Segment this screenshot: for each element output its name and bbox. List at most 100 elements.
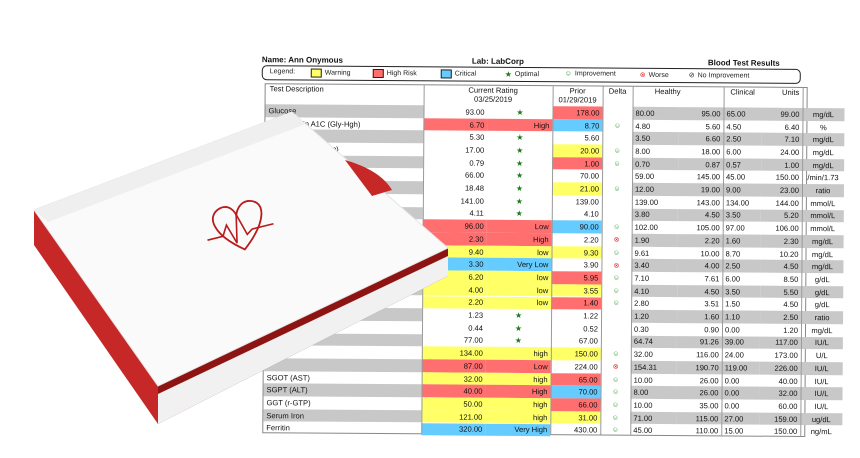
delta-icon <box>602 132 632 145</box>
delta-icon: ☺ <box>612 299 620 308</box>
healthy-low: 4.80 <box>635 121 651 131</box>
test-name <box>264 307 423 322</box>
healthy-high: 4.00 <box>677 259 723 273</box>
healthy-low: 45.00 <box>633 426 653 436</box>
healthy-low: 3.40 <box>631 259 678 273</box>
clinical-high: 60.00 <box>778 401 798 411</box>
prior-value: 150.00 <box>550 347 601 361</box>
legend-warning: Warning <box>310 68 351 78</box>
healthy-low: 10.00 <box>633 400 653 410</box>
test-name <box>265 155 424 169</box>
delta-icon <box>602 195 632 208</box>
delta-icon: ☺ <box>611 426 619 435</box>
legend-worse: ⊗ Worse <box>639 71 669 79</box>
prior-value: 139.00 <box>575 197 599 207</box>
test-name <box>264 282 423 296</box>
col-prior: Prior 01/29/2019 <box>558 86 597 105</box>
test-name: SGPT (ALT) <box>263 383 422 398</box>
test-name <box>264 180 424 195</box>
unit: U/L <box>815 351 828 361</box>
healthy-low: 80.00 <box>632 106 679 120</box>
test-name: SGOT (AST) <box>266 372 311 383</box>
test-name: Glucose <box>265 104 424 118</box>
table-row: Ferritin 320.00 Very High 430.00 ☺ 45.00 110.0… <box>263 422 832 438</box>
col-delta: Delta <box>608 86 627 96</box>
delta-icon: ☺ <box>613 223 621 231</box>
healthy-low: 139.00 <box>634 197 659 207</box>
delta-icon: ☺ <box>611 401 620 409</box>
test-name <box>264 295 422 309</box>
test-name: Serum Iron <box>263 408 422 423</box>
clinical-low: 0.00 <box>721 386 760 400</box>
healthy-low: 71.00 <box>630 411 677 425</box>
healthy-high: 4.50 <box>677 284 723 298</box>
unit: g/dL <box>801 285 844 299</box>
current-value: 96.00 <box>422 219 487 233</box>
delta-icon: ☺ <box>612 274 620 282</box>
current-rating: High <box>487 118 553 132</box>
healthy-high: 4.50 <box>677 208 723 222</box>
clinical-high: 4.50 <box>760 260 802 274</box>
healthy-high: 0.87 <box>678 157 724 171</box>
current-rating: high <box>485 347 551 361</box>
clinical-low: 39.00 <box>721 335 760 349</box>
clinical-low: 1.10 <box>722 310 761 324</box>
unit: IU/L <box>814 376 829 386</box>
healthy-high: 18.00 <box>701 147 721 157</box>
delta-icon: ☺ <box>612 376 620 384</box>
delta-icon: ☺ <box>612 350 620 358</box>
test-name <box>264 269 422 283</box>
clinical-high: 2.30 <box>760 234 802 248</box>
unit: ug/dL <box>800 412 843 426</box>
clinical-high: 99.00 <box>761 107 803 121</box>
current-value: 320.00 <box>421 422 486 436</box>
lab-label: Lab: <box>471 56 489 66</box>
clinical-low: 0.00 <box>724 375 740 386</box>
prior-value: 8.70 <box>552 118 603 132</box>
clinical-high: 40.00 <box>778 376 798 386</box>
prior-value: 90.00 <box>551 220 602 234</box>
col-test: Test Description <box>269 84 324 94</box>
healthy-low: 0.30 <box>633 324 649 334</box>
clinical-low: 3.50 <box>722 208 761 222</box>
current-value: 4.11 <box>469 209 484 219</box>
prior-value: 70.00 <box>550 385 601 399</box>
healthy-high: 116.00 <box>696 350 719 360</box>
current-value: 6.20 <box>422 270 487 284</box>
test-name <box>265 129 424 144</box>
delta-icon: ☺ <box>613 185 621 193</box>
unit: ng/mL <box>810 427 832 437</box>
prior-value: 430.00 <box>574 425 598 435</box>
healthy-high: 2.20 <box>677 234 723 248</box>
current-rating: ★ <box>515 196 523 206</box>
prior-value: 0.52 <box>583 324 599 334</box>
delta-icon: ⊗ <box>613 236 620 245</box>
current-rating: ★ <box>516 107 524 117</box>
current-rating: low <box>486 245 552 259</box>
clinical-low: 134.00 <box>725 198 750 208</box>
clinical-low: 65.00 <box>723 107 762 121</box>
current-rating: high <box>485 410 551 424</box>
test-name: BUN (Urea Nitrogen) <box>268 144 339 154</box>
delta-icon: ☺ <box>611 388 620 396</box>
unit: IU/L <box>800 361 843 375</box>
current-rating: ★ <box>515 209 523 219</box>
warning-swatch <box>310 68 322 78</box>
delta-icon: ⊗ <box>612 363 619 372</box>
current-value: 121.00 <box>421 410 486 424</box>
current-value: 6.70 <box>423 117 488 132</box>
healthy-low: 8.00 <box>630 386 677 400</box>
prior-value: 70.00 <box>580 171 600 181</box>
healthy-high: 91.26 <box>676 335 722 349</box>
no-improvement-icon: ⊘ <box>688 72 695 80</box>
unit: mmol/L <box>801 209 844 223</box>
current-rating: ★ <box>516 158 524 168</box>
lab: Lab: LabCorp <box>472 57 524 66</box>
blood-test-report: Name: Ann Onymous Lab: LabCorp Blood Tes… <box>233 40 845 438</box>
unit: IU/L <box>814 401 829 412</box>
current-rating: Very Low <box>486 258 552 272</box>
clinical-low: 4.50 <box>726 121 742 132</box>
current-rating: ★ <box>516 145 524 155</box>
unit: g/dL <box>814 300 830 310</box>
unit: mg/dL <box>801 260 844 274</box>
